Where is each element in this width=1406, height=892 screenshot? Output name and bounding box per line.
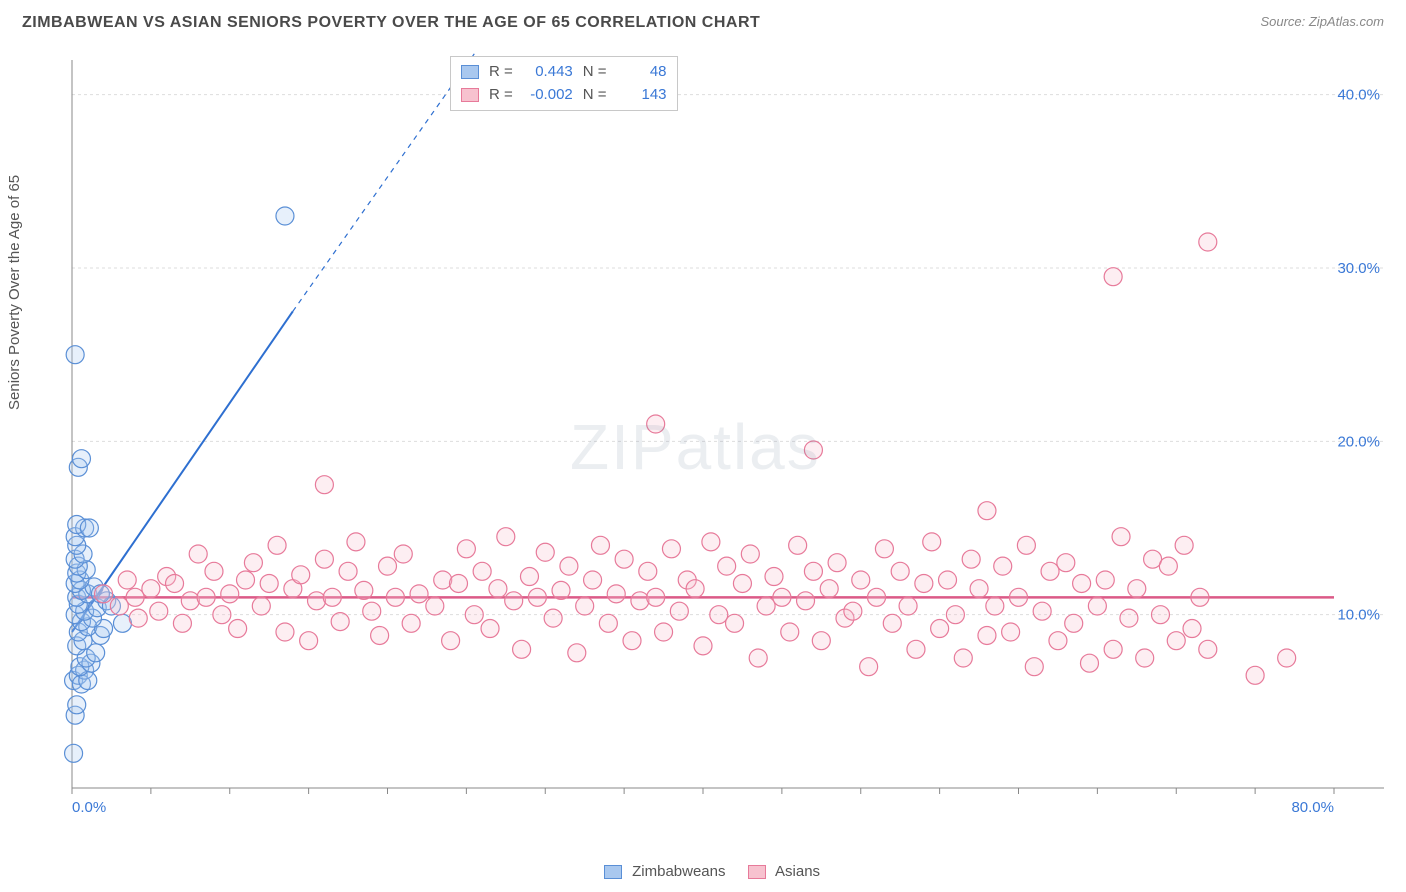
- r-value-2: -0.002: [523, 84, 573, 107]
- svg-text:40.0%: 40.0%: [1337, 87, 1380, 104]
- svg-text:0.0%: 0.0%: [72, 799, 106, 816]
- stats-legend-box: R = 0.443 N = 48 R = -0.002 N = 143: [450, 56, 678, 111]
- n-value-1: 48: [617, 61, 667, 84]
- swatch-series-1: [461, 65, 479, 79]
- svg-text:80.0%: 80.0%: [1291, 799, 1334, 816]
- svg-text:30.0%: 30.0%: [1337, 260, 1380, 277]
- bottom-legend: Zimbabweans Asians: [10, 863, 1396, 880]
- swatch-series-2: [461, 88, 479, 102]
- stats-row-2: R = -0.002 N = 143: [461, 84, 667, 107]
- y-axis-label: Seniors Poverty Over the Age of 65: [6, 175, 23, 410]
- r-label: R =: [489, 84, 513, 107]
- r-value-1: 0.443: [523, 61, 573, 84]
- legend-swatch-2: [748, 865, 766, 879]
- legend-label-2: Asians: [775, 863, 820, 880]
- chart-title: ZIMBABWEAN VS ASIAN SENIORS POVERTY OVER…: [22, 14, 760, 32]
- header-row: ZIMBABWEAN VS ASIAN SENIORS POVERTY OVER…: [10, 10, 1396, 32]
- source-label: Source: ZipAtlas.com: [1260, 14, 1384, 29]
- svg-text:20.0%: 20.0%: [1337, 433, 1380, 450]
- stats-row-1: R = 0.443 N = 48: [461, 61, 667, 84]
- legend-swatch-1: [604, 865, 622, 879]
- r-label: R =: [489, 61, 513, 84]
- n-label: N =: [583, 61, 607, 84]
- n-value-2: 143: [617, 84, 667, 107]
- n-label: N =: [583, 84, 607, 107]
- scatter-svg: 0.0% 80.0% 10.0% 20.0% 30.0% 40.0%: [64, 52, 1384, 828]
- correlation-chart: ZIMBABWEAN VS ASIAN SENIORS POVERTY OVER…: [10, 10, 1396, 882]
- svg-text:10.0%: 10.0%: [1337, 607, 1380, 624]
- plot-area: 0.0% 80.0% 10.0% 20.0% 30.0% 40.0%: [64, 52, 1384, 828]
- legend-label-1: Zimbabweans: [632, 863, 725, 880]
